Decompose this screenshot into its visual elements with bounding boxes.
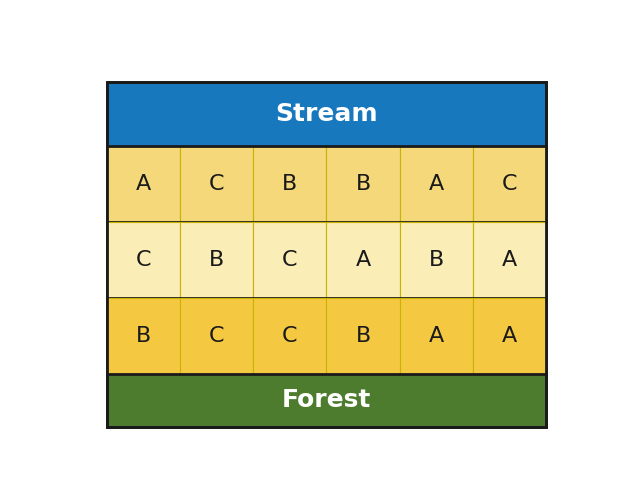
Bar [180,146,254,222]
Bar [107,222,180,298]
Text: A: A [136,174,151,194]
Bar [107,222,546,298]
Bar [107,146,546,222]
Text: A: A [502,249,517,270]
Bar [473,222,546,298]
Text: B: B [355,326,371,346]
Text: B: B [355,174,371,194]
Text: B: B [209,249,224,270]
Text: C: C [282,326,297,346]
Text: B: B [136,326,151,346]
Bar [180,298,254,373]
Bar [107,82,546,146]
Bar [326,298,399,373]
Bar [254,222,327,298]
Text: B: B [429,249,444,270]
Bar [107,82,546,427]
Bar [107,298,180,373]
Text: Stream: Stream [275,102,378,126]
Bar [107,373,546,427]
Bar [399,222,473,298]
Text: C: C [282,249,297,270]
Bar [473,298,546,373]
Text: A: A [429,326,444,346]
Bar [254,146,327,222]
Bar [107,146,180,222]
Bar [180,222,254,298]
Bar [473,146,546,222]
Text: C: C [209,326,224,346]
Bar [254,298,327,373]
Bar [326,222,399,298]
Text: C: C [502,174,517,194]
Bar [107,298,546,373]
Text: C: C [209,174,224,194]
Bar [399,298,473,373]
Text: Forest: Forest [282,389,371,412]
Text: A: A [502,326,517,346]
Bar [399,146,473,222]
Bar [326,146,399,222]
Text: A: A [355,249,371,270]
Text: C: C [136,249,151,270]
Text: A: A [429,174,444,194]
Text: B: B [282,174,297,194]
